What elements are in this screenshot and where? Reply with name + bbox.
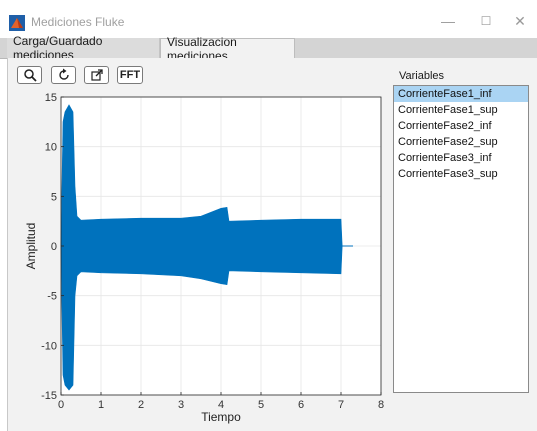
axis-ticks: 0 1 2 3 4 5 6 7 8 15 10 5 0 -5 -10 -15 [41, 92, 384, 411]
zoom-button[interactable] [17, 66, 42, 84]
magnifier-icon [23, 69, 37, 82]
x-tick-label: 8 [378, 399, 384, 411]
y-tick-label: -10 [41, 340, 57, 352]
y-tick-label: 0 [51, 241, 57, 253]
y-tick-label: 10 [45, 142, 57, 154]
variable-item-fase3-sup[interactable]: CorrienteFase3_sup [398, 168, 498, 180]
variables-listbox[interactable]: CorrienteFase1_inf CorrienteFase1_sup Co… [393, 85, 529, 393]
variable-item-fase2-inf[interactable]: CorrienteFase2_inf [398, 120, 492, 132]
variable-item-fase1-inf[interactable]: CorrienteFase1_inf [394, 86, 528, 102]
minimize-button[interactable]: — [441, 13, 455, 29]
app-icon [9, 15, 25, 31]
y-tick-label: 5 [51, 191, 57, 203]
variable-item-fase3-inf[interactable]: CorrienteFase3_inf [398, 152, 492, 164]
x-tick-label: 6 [298, 399, 304, 411]
x-tick-label: 2 [138, 399, 144, 411]
x-tick-label: 0 [58, 399, 64, 411]
variable-item-fase2-sup[interactable]: CorrienteFase2_sup [398, 136, 498, 148]
popout-button[interactable] [84, 66, 109, 84]
y-tick-label: 15 [45, 92, 57, 104]
x-tick-label: 5 [258, 399, 264, 411]
rotate-icon [58, 68, 69, 80]
y-tick-label: -5 [47, 291, 57, 303]
x-tick-label: 7 [338, 399, 344, 411]
y-tick-label: -15 [41, 390, 57, 402]
maximize-button[interactable]: ☐ [480, 14, 492, 28]
popout-icon [90, 69, 103, 81]
x-tick-label: 4 [218, 399, 224, 411]
reset-view-button[interactable] [51, 66, 76, 84]
close-button[interactable]: ✕ [514, 12, 526, 29]
title-bar: Mediciones Fluke — ☐ ✕ [0, 0, 537, 39]
variable-item-fase1-sup[interactable]: CorrienteFase1_sup [398, 104, 498, 116]
signal-waveform [60, 104, 353, 391]
variables-label: Variables [399, 70, 445, 82]
window-title: Mediciones Fluke [31, 15, 125, 29]
x-axis-label: Tiempo [201, 410, 241, 424]
x-tick-label: 3 [178, 399, 184, 411]
x-tick-label: 1 [98, 399, 104, 411]
y-axis-label: Amplitud [24, 223, 38, 270]
fft-button[interactable]: FFT [117, 66, 143, 84]
